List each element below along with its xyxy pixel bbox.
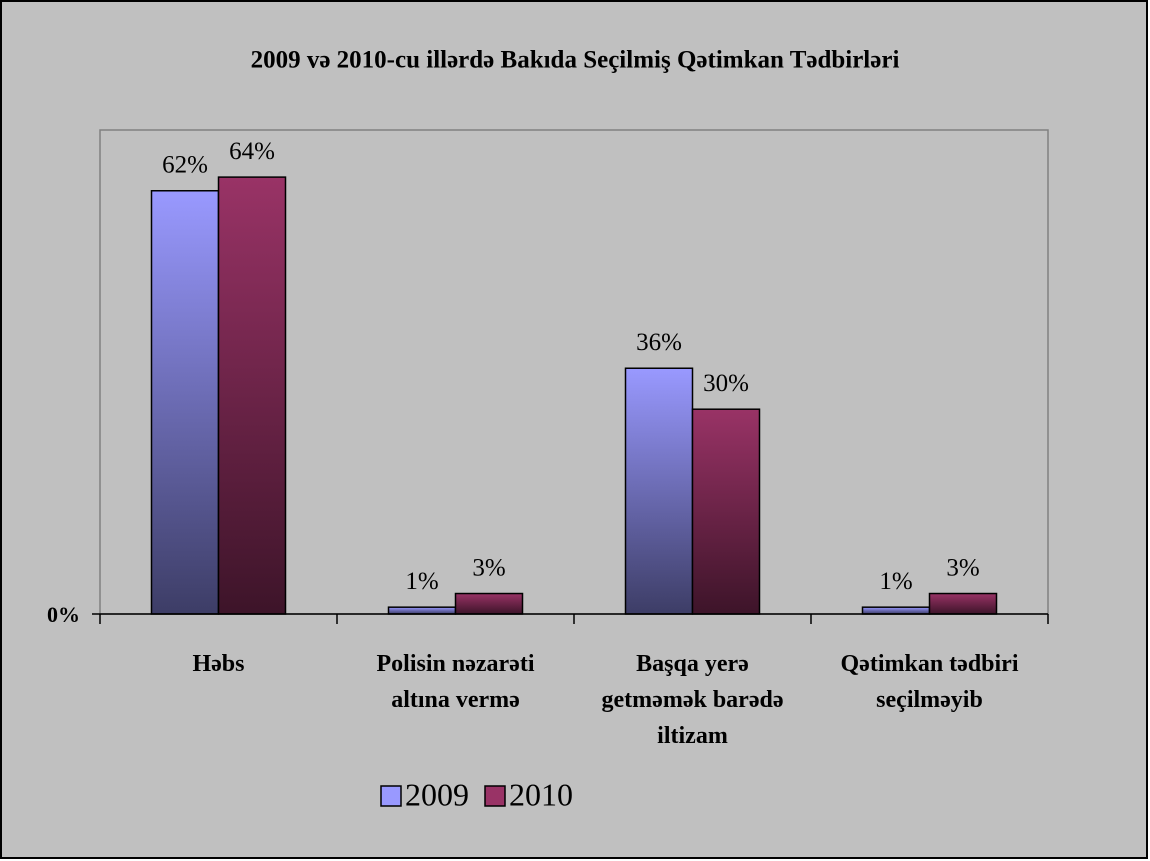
bar bbox=[387, 606, 457, 615]
x-tick-label: Həbs bbox=[192, 651, 245, 677]
bar bbox=[691, 408, 761, 615]
data-label: 64% bbox=[229, 138, 275, 165]
bar bbox=[861, 606, 931, 615]
data-label: 1% bbox=[405, 568, 438, 595]
bar bbox=[217, 176, 287, 615]
data-label: 62% bbox=[162, 151, 208, 178]
legend-swatch bbox=[380, 785, 402, 807]
bar bbox=[928, 592, 998, 615]
legend-swatch bbox=[484, 785, 506, 807]
x-tick-label: Başqa yerə getməmək barədə iltizam bbox=[601, 651, 784, 749]
data-label: 3% bbox=[946, 554, 979, 581]
x-tick-label: Polisin nəzarəti altına vermə bbox=[376, 651, 535, 713]
chart-title: 2009 və 2010-cu illərdə Bakıda Seçilmiş … bbox=[251, 47, 900, 74]
y-tick-label: 0% bbox=[47, 602, 80, 627]
bar bbox=[624, 367, 694, 615]
legend-label: 2009 bbox=[405, 776, 469, 812]
data-label: 1% bbox=[879, 568, 912, 595]
bar bbox=[454, 592, 524, 615]
bar bbox=[150, 190, 220, 615]
data-label: 36% bbox=[636, 329, 682, 356]
data-label: 3% bbox=[472, 554, 505, 581]
data-label: 30% bbox=[703, 370, 749, 397]
x-tick-label: Qətimkan tədbiri seçilməyib bbox=[840, 651, 1019, 713]
legend-label: 2010 bbox=[509, 776, 573, 812]
